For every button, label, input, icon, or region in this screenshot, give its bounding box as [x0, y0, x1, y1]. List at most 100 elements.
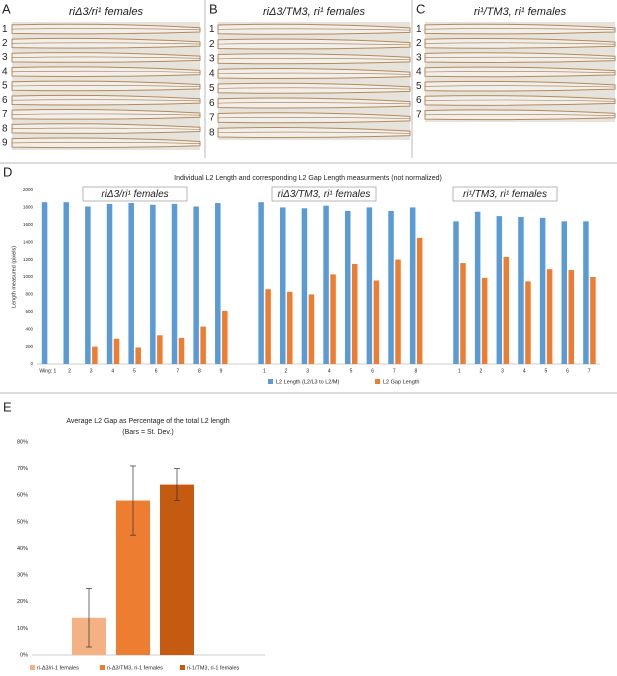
vein — [424, 71, 616, 74]
y-tick-label: 1000 — [23, 274, 34, 279]
y-tick-label: 200 — [25, 344, 33, 349]
wing — [11, 23, 201, 35]
wing — [424, 95, 616, 106]
wing-number: 6 — [2, 95, 8, 106]
wing — [217, 112, 411, 124]
x-tick-label: 3 — [90, 368, 93, 374]
x-tick-label: 1 — [263, 368, 266, 374]
bar — [128, 203, 134, 364]
bar — [395, 259, 401, 364]
wing-number: 8 — [2, 123, 8, 134]
x-tick-label: 2 — [68, 368, 71, 374]
y-tick-label: 0% — [20, 652, 28, 658]
bar — [366, 207, 373, 364]
wing — [217, 38, 411, 50]
x-tick-label: 7 — [176, 368, 179, 374]
chart-title: Individual L2 Length and corresponding L… — [174, 175, 442, 182]
wing — [424, 23, 616, 35]
panel-title: riΔ3/ri¹ females — [69, 6, 144, 18]
wing-number: 1 — [2, 24, 8, 35]
vein — [424, 85, 616, 88]
bar — [301, 208, 308, 364]
vein — [11, 142, 201, 144]
y-tick-label: 1400 — [23, 239, 34, 244]
wing-number: 4 — [416, 67, 422, 78]
wing — [424, 109, 616, 121]
chart-subtitle: (Bars = St. Dev.) — [122, 429, 173, 436]
annotation-box — [82, 186, 188, 202]
wing-number: 5 — [2, 81, 8, 92]
y-tick-label: 80% — [17, 439, 28, 445]
vein — [217, 131, 411, 134]
wing-number: 4 — [209, 68, 215, 79]
x-tick-label: 9 — [220, 368, 223, 374]
panel-label: E — [3, 399, 12, 414]
y-tick-label: 0 — [30, 361, 33, 366]
wing-number: 2 — [209, 39, 215, 50]
bar — [113, 338, 120, 364]
wing-number: 5 — [416, 81, 422, 92]
panel-title: ri¹/TM3, ri¹ females — [474, 6, 567, 18]
wing — [217, 68, 411, 80]
x-tick-label: 7 — [588, 368, 591, 374]
y-axis-label: Length measured (pixels) — [11, 246, 17, 308]
vein — [217, 102, 411, 105]
vein — [11, 85, 201, 88]
y-tick-label: 20% — [17, 599, 28, 605]
x-tick-label: 7 — [393, 368, 396, 374]
wing-number: 5 — [209, 83, 215, 94]
bar — [160, 484, 194, 655]
y-tick-label: 1200 — [23, 257, 34, 262]
bar — [583, 221, 589, 364]
x-tick-label: 4 — [328, 368, 331, 374]
bar — [453, 221, 459, 364]
x-tick-label: 6 — [566, 368, 569, 374]
annotation-box — [271, 186, 377, 202]
legend-label: ri-Δ3/ri-1 females — [37, 665, 79, 671]
vein — [11, 127, 201, 130]
x-tick-label: 3 — [501, 368, 504, 374]
wing — [11, 123, 201, 134]
bar — [157, 335, 163, 364]
x-tick-label: 4 — [523, 368, 526, 374]
bar — [106, 203, 113, 364]
bar — [265, 289, 271, 364]
panel-label: D — [3, 164, 12, 179]
bar — [171, 203, 178, 364]
y-tick-label: 2000 — [23, 187, 34, 192]
y-tick-label: 10% — [17, 626, 28, 632]
bar — [222, 310, 228, 364]
vein — [424, 56, 616, 59]
bar — [41, 202, 48, 364]
y-tick-label: 400 — [25, 326, 33, 331]
bar — [525, 281, 531, 364]
bar — [460, 263, 466, 364]
x-tick-label: 6 — [155, 368, 158, 374]
bar — [215, 203, 221, 364]
wing-number: 3 — [416, 52, 422, 63]
vein — [217, 116, 411, 119]
vein — [217, 87, 411, 90]
wing — [11, 37, 201, 49]
bar — [135, 347, 141, 364]
bar — [63, 202, 69, 364]
x-tick-label: 3 — [306, 368, 309, 374]
legend-swatch — [30, 665, 35, 670]
vein — [217, 28, 411, 31]
wing — [11, 66, 201, 78]
bar — [409, 207, 416, 364]
wing-number: 3 — [209, 54, 215, 65]
wing — [11, 137, 201, 149]
x-tick-label: Wing: 1 — [39, 368, 56, 374]
annotation: riΔ3/TM3, ri¹ females — [278, 189, 371, 200]
x-tick-label: 2 — [480, 368, 483, 374]
legend-swatch — [375, 379, 380, 384]
x-tick-label: 8 — [198, 368, 201, 374]
y-tick-label: 800 — [25, 292, 33, 297]
bar — [481, 277, 488, 364]
bar — [323, 205, 329, 364]
vein — [11, 70, 201, 73]
y-tick-label: 1600 — [23, 222, 34, 227]
vein — [424, 42, 616, 45]
wing-number: 1 — [209, 24, 215, 35]
